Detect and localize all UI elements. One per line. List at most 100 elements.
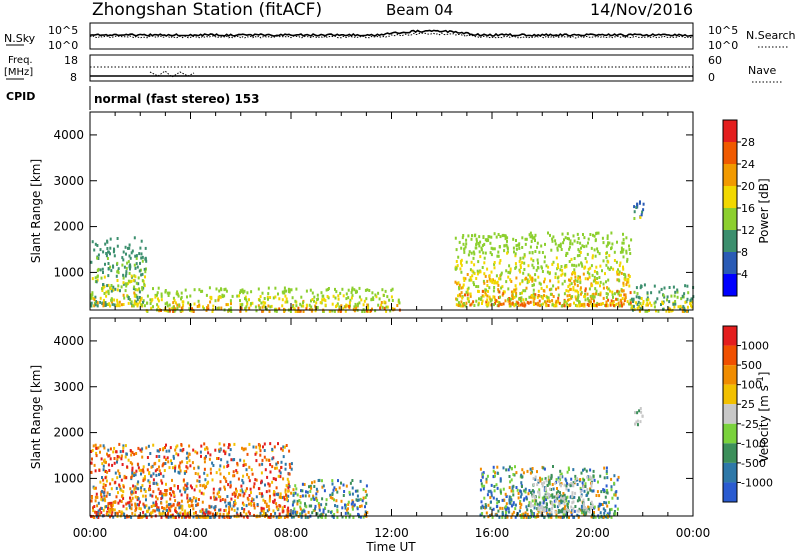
echo-cell xyxy=(460,300,463,304)
echo-cell xyxy=(351,507,354,511)
echo-cell xyxy=(563,515,565,519)
echo-cell xyxy=(605,300,608,304)
echo-cell xyxy=(106,257,109,260)
echo-cell xyxy=(132,304,135,308)
echo-cell xyxy=(520,299,522,303)
echo-cell xyxy=(462,276,465,280)
echo-cell xyxy=(544,300,547,304)
echo-cell xyxy=(496,471,499,475)
echo-cell xyxy=(483,484,486,488)
echo-cell xyxy=(131,496,134,500)
echo-cell xyxy=(489,279,492,283)
echo-cell xyxy=(526,469,529,473)
echo-cell xyxy=(143,477,146,481)
echo-cell xyxy=(532,504,535,508)
echo-cell xyxy=(149,302,152,306)
echo-cell xyxy=(636,419,639,423)
echo-cell xyxy=(605,466,608,470)
echo-cell xyxy=(624,275,627,279)
echo-cell xyxy=(582,485,585,489)
echo-cell xyxy=(494,471,496,475)
echo-cell xyxy=(521,236,524,240)
echo-cell xyxy=(546,503,548,507)
echo-cell xyxy=(283,495,285,499)
echo-cell xyxy=(576,280,579,283)
echo-cell xyxy=(102,478,105,482)
echo-cell xyxy=(145,446,148,450)
echo-cell xyxy=(541,251,544,254)
echo-cell xyxy=(143,505,146,509)
echo-cell xyxy=(298,310,301,313)
freq-panel: Freq. [MHz] 18 8 60 0 Nave xyxy=(4,54,782,84)
echo-cell xyxy=(531,296,534,300)
echo-cell xyxy=(595,303,598,307)
echo-cell xyxy=(235,469,238,473)
echo-cell xyxy=(513,250,515,254)
echo-cell xyxy=(481,504,484,508)
echo-cell xyxy=(665,309,668,313)
echo-cell xyxy=(626,300,629,304)
echo-cell xyxy=(625,251,628,255)
echo-cell xyxy=(263,511,265,515)
echo-cell xyxy=(240,488,243,492)
echo-cell xyxy=(551,239,554,243)
echo-cell xyxy=(521,279,524,283)
echo-cell xyxy=(542,302,545,306)
echo-cell xyxy=(351,492,354,496)
echo-cell xyxy=(236,294,239,298)
echo-cell xyxy=(292,511,294,515)
echo-cell xyxy=(331,493,334,496)
echo-cell xyxy=(301,494,304,498)
echo-cell xyxy=(481,475,484,479)
echo-cell xyxy=(244,447,247,451)
echo-cell xyxy=(571,242,574,246)
echo-cell xyxy=(584,485,587,488)
echo-cell xyxy=(551,493,554,497)
echo-cell xyxy=(108,302,111,306)
echo-cell xyxy=(509,496,512,499)
echo-cell xyxy=(579,286,582,290)
beam-label: Beam 04 xyxy=(386,1,453,19)
echo-cell xyxy=(563,510,566,514)
echo-cell xyxy=(344,309,347,313)
echo-cell xyxy=(574,480,577,483)
echo-cell xyxy=(247,475,250,479)
echo-cell xyxy=(223,516,226,519)
echo-cell xyxy=(563,292,566,296)
echo-cell xyxy=(547,231,549,235)
echo-cell xyxy=(94,510,97,514)
echo-cell xyxy=(583,467,586,471)
echo-cell xyxy=(316,512,319,516)
echo-cell xyxy=(508,498,511,502)
echo-cell xyxy=(312,509,315,512)
echo-cell xyxy=(267,515,270,519)
echo-cell xyxy=(344,305,347,309)
echo-cell xyxy=(542,501,545,505)
echo-cell xyxy=(130,503,133,507)
echo-cell xyxy=(495,274,498,278)
echo-cell xyxy=(181,512,184,516)
echo-cell xyxy=(616,297,619,301)
echo-cell xyxy=(321,513,324,517)
echo-cell xyxy=(135,452,138,455)
echo-cell xyxy=(475,299,478,303)
echo-cell xyxy=(541,270,544,273)
echo-cell xyxy=(508,264,511,268)
echo-cell xyxy=(212,464,215,467)
echo-cell xyxy=(152,305,154,309)
echo-cell xyxy=(113,298,116,302)
echo-cell xyxy=(624,273,627,277)
echo-cell xyxy=(134,302,137,306)
echo-cell xyxy=(128,254,131,258)
echo-cell xyxy=(541,484,544,488)
echo-cell xyxy=(126,501,129,505)
echo-cell xyxy=(194,511,197,514)
echo-cell xyxy=(118,510,121,513)
echo-cell xyxy=(179,511,182,515)
echo-cell xyxy=(390,288,393,292)
echo-cell xyxy=(109,304,112,308)
echo-cell xyxy=(607,266,610,270)
echo-cell xyxy=(481,244,484,248)
echo-cell xyxy=(217,295,220,299)
echo-cell xyxy=(582,477,584,481)
